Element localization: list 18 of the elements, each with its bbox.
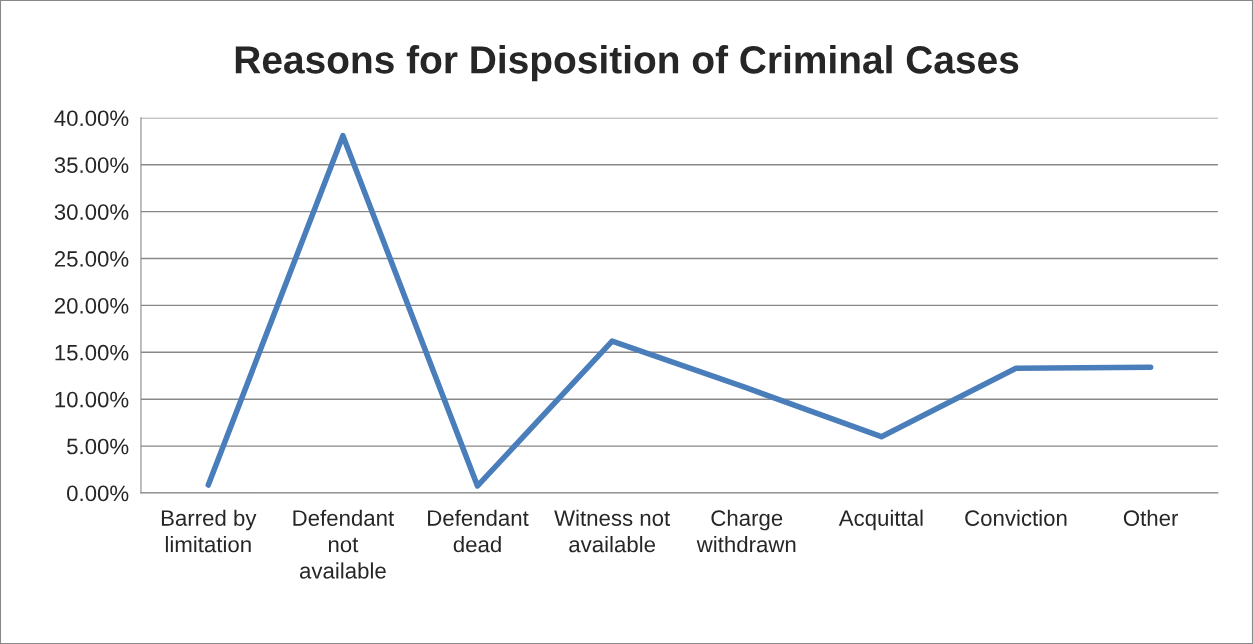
y-tick-label: 10.00% bbox=[55, 391, 129, 408]
y-tick-label: 5.00% bbox=[67, 438, 129, 455]
y-tick-label: 15.00% bbox=[55, 344, 129, 361]
x-tick-label: Acquittal bbox=[838, 509, 923, 531]
y-tick-label: 20.00% bbox=[54, 297, 129, 314]
x-tick-label: Defendant not available bbox=[293, 509, 395, 579]
y-tick-label: 40.00% bbox=[54, 110, 129, 127]
y-tick-label: 35.00% bbox=[54, 157, 129, 174]
x-tick-label: Other bbox=[1123, 509, 1179, 526]
x-tick-label: Defendant dead bbox=[428, 509, 529, 553]
x-tick-label: Witness not available bbox=[554, 509, 671, 553]
y-tick-label: 25.00% bbox=[54, 251, 129, 267]
y-tick-label: 0.00% bbox=[67, 485, 129, 502]
x-tick-label: Conviction bbox=[965, 509, 1067, 526]
chart-title: Reasons for Disposition of Criminal Cases bbox=[235, 45, 1019, 82]
x-tick-label: Charge withdrawn bbox=[696, 509, 796, 553]
x-tick-label: Barred by limitation bbox=[161, 509, 257, 553]
y-tick-label: 30.00% bbox=[54, 204, 129, 220]
